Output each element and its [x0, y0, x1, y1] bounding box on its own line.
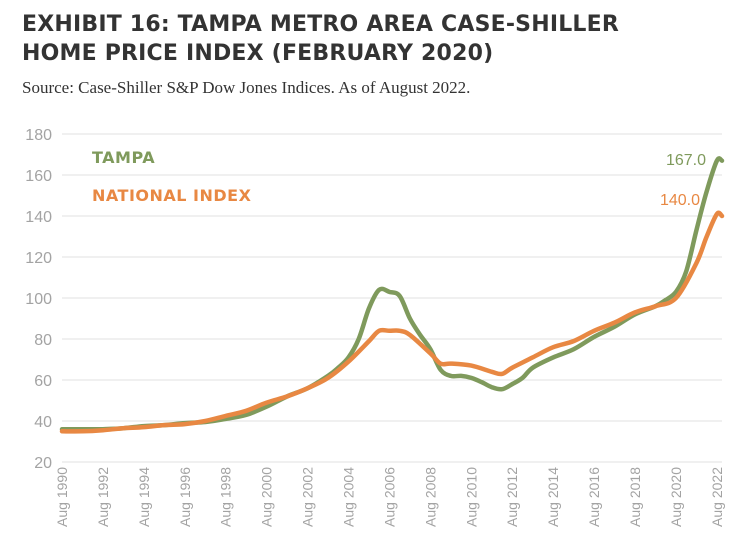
- y-tick-label: 100: [25, 291, 52, 308]
- y-tick-label: 120: [25, 250, 52, 267]
- gridlines: [62, 133, 722, 463]
- x-tick-label: Aug 2008: [422, 467, 438, 527]
- x-tick-label: Aug 2006: [381, 467, 397, 527]
- x-tick-label: Aug 1992: [95, 467, 111, 527]
- legend: TAMPA NATIONAL INDEX: [92, 148, 252, 205]
- title-line-1: EXHIBIT 16: TAMPA METRO AREA CASE-SHILLE…: [22, 12, 620, 37]
- x-tick-label: Aug 2010: [463, 467, 479, 527]
- title-line-2: HOME PRICE INDEX (FEBRUARY 2020): [22, 41, 494, 66]
- y-tick-label: 140: [25, 209, 52, 226]
- end-labels: 167.0 140.0: [660, 152, 706, 209]
- x-tick-label: Aug 2016: [586, 467, 602, 527]
- x-tick-label: Aug 2000: [259, 467, 275, 527]
- x-tick-label: Aug 2002: [300, 467, 316, 527]
- x-axis-ticks: Aug 1990 Aug 1992 Aug 1994 Aug 1996 Aug 1998…: [54, 467, 725, 527]
- x-tick-label: Aug 2004: [341, 467, 357, 527]
- y-tick-label: 60: [34, 373, 52, 390]
- y-tick-label: 160: [25, 168, 52, 185]
- end-label-tampa: 167.0: [666, 152, 706, 169]
- x-tick-label: Aug 2022: [709, 467, 725, 527]
- y-tick-label: 40: [34, 414, 52, 431]
- x-tick-label: Aug 2020: [668, 467, 684, 527]
- x-tick-label: Aug 1990: [54, 467, 70, 527]
- y-axis-ticks: 180 160 140 120 100 80 60 40 20: [25, 127, 52, 472]
- x-tick-label: Aug 1998: [218, 467, 234, 527]
- end-label-national-index: 140.0: [660, 192, 700, 209]
- x-tick-label: Aug 2014: [545, 467, 561, 527]
- series-line-national-index: [59, 210, 725, 434]
- y-tick-label: 180: [25, 127, 52, 144]
- x-tick-label: Aug 2012: [504, 467, 520, 527]
- chart-title: EXHIBIT 16: TAMPA METRO AREA CASE-SHILLE…: [22, 10, 619, 68]
- series-lines: [59, 156, 725, 434]
- legend-tampa: TAMPA: [92, 148, 155, 167]
- source-note: Source: Case-Shiller S&P Dow Jones Indic…: [22, 78, 471, 97]
- x-tick-label: Aug 1996: [177, 467, 193, 527]
- legend-national-index: NATIONAL INDEX: [92, 186, 252, 205]
- y-tick-label: 20: [34, 455, 52, 472]
- x-tick-label: Aug 2018: [627, 467, 643, 527]
- y-tick-label: 80: [34, 332, 52, 349]
- x-tick-label: Aug 1994: [136, 467, 152, 527]
